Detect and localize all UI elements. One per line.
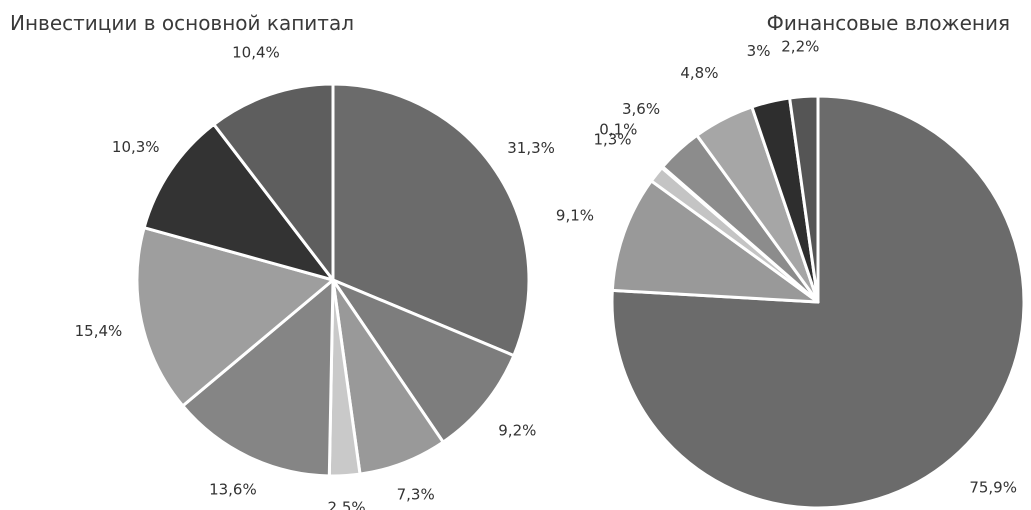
pie1-data-label-7: 10,3% — [112, 138, 160, 156]
pie2-data-label-1: 75,9% — [969, 478, 1017, 496]
pie2-slice-8 — [788, 94, 820, 304]
chart-title-2: Финансовые вложения — [767, 11, 1010, 35]
pie1-data-label-6: 15,4% — [75, 322, 123, 340]
pie1-data-label-5: 13,6% — [209, 480, 257, 498]
pie1-slice-1 — [331, 82, 531, 358]
pie1-data-label-3: 7,3% — [397, 486, 435, 504]
pie2-data-label-7: 3% — [747, 42, 771, 60]
pie1-slice-7 — [142, 122, 335, 282]
pie1-slice-2 — [331, 278, 516, 444]
pie2-data-label-6: 4,8% — [680, 64, 718, 82]
pie2-slice-1 — [610, 94, 1026, 510]
pie-chart-financial: 75,9% 9,1% 1,3%0,1% 3,6% 4,8% 3% 2,2% — [556, 38, 1026, 510]
pie2-data-label-3: 1,3% — [593, 130, 631, 148]
pie-chart-investments: 31,3% 9,2% 7,3% 2,5% 13,6% 15,4% 10,3% 10,4% — [75, 44, 555, 510]
pie1-data-label-1: 31,3% — [507, 139, 555, 157]
pie1-slice-6 — [135, 226, 335, 408]
pie1-data-label-8: 10,4% — [232, 44, 280, 62]
pie2-data-label-2: 9,1% — [556, 206, 594, 224]
pie1-slice-8 — [212, 82, 335, 282]
pie2-data-label-8: 2,2% — [781, 38, 819, 56]
pie2-data-label-5: 3,6% — [622, 100, 660, 118]
pie1-data-label-4: 2,5% — [328, 499, 366, 510]
pie2-data-label-4: 0,1% — [599, 120, 637, 138]
pie2-slice-2 — [610, 179, 820, 304]
chart-title-1: Инвестиции в основной капитал — [10, 11, 354, 35]
pie1-slice-5 — [181, 278, 335, 478]
pie1-data-label-2: 9,2% — [498, 422, 536, 440]
